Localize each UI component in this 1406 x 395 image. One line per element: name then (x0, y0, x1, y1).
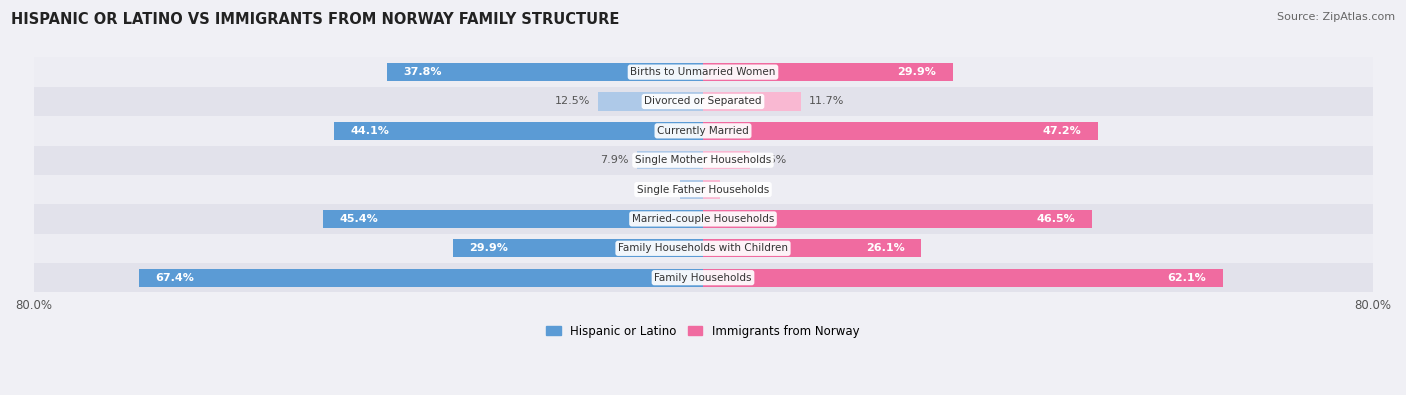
Text: 11.7%: 11.7% (810, 96, 845, 107)
Bar (34, 204, 1372, 233)
Text: 29.9%: 29.9% (897, 67, 936, 77)
Bar (637, 151, 703, 169)
Bar (139, 269, 703, 287)
Text: 12.5%: 12.5% (554, 96, 591, 107)
Text: 45.4%: 45.4% (340, 214, 378, 224)
Text: 62.1%: 62.1% (1167, 273, 1206, 283)
Text: 2.8%: 2.8% (643, 184, 671, 195)
Text: 26.1%: 26.1% (866, 243, 904, 253)
Bar (679, 181, 703, 199)
Text: Single Father Households: Single Father Households (637, 184, 769, 195)
Bar (335, 122, 703, 140)
Bar (34, 233, 1372, 263)
Text: Currently Married: Currently Married (657, 126, 749, 136)
Text: Family Households with Children: Family Households with Children (619, 243, 787, 253)
Bar (703, 210, 1092, 228)
Text: 5.6%: 5.6% (758, 155, 786, 165)
Text: 44.1%: 44.1% (350, 126, 389, 136)
Bar (34, 116, 1372, 145)
Text: 46.5%: 46.5% (1036, 214, 1076, 224)
Bar (703, 239, 921, 258)
Text: 47.2%: 47.2% (1042, 126, 1081, 136)
Bar (703, 63, 953, 81)
Text: 2.0%: 2.0% (728, 184, 756, 195)
Bar (34, 263, 1372, 292)
Bar (703, 151, 749, 169)
Text: Single Mother Households: Single Mother Households (636, 155, 770, 165)
Bar (34, 57, 1372, 87)
Bar (34, 145, 1372, 175)
Bar (599, 92, 703, 111)
Text: Divorced or Separated: Divorced or Separated (644, 96, 762, 107)
Bar (34, 87, 1372, 116)
Bar (703, 269, 1223, 287)
Text: 7.9%: 7.9% (600, 155, 628, 165)
Bar (387, 63, 703, 81)
Bar (703, 181, 720, 199)
Text: 29.9%: 29.9% (470, 243, 509, 253)
Text: 37.8%: 37.8% (404, 67, 441, 77)
Bar (323, 210, 703, 228)
Text: Married-couple Households: Married-couple Households (631, 214, 775, 224)
Text: Births to Unmarried Women: Births to Unmarried Women (630, 67, 776, 77)
Text: Source: ZipAtlas.com: Source: ZipAtlas.com (1277, 12, 1395, 22)
Bar (453, 239, 703, 258)
Text: Family Households: Family Households (654, 273, 752, 283)
Text: HISPANIC OR LATINO VS IMMIGRANTS FROM NORWAY FAMILY STRUCTURE: HISPANIC OR LATINO VS IMMIGRANTS FROM NO… (11, 12, 620, 27)
Legend: Hispanic or Latino, Immigrants from Norway: Hispanic or Latino, Immigrants from Norw… (541, 320, 865, 342)
Bar (34, 175, 1372, 204)
Bar (703, 122, 1098, 140)
Bar (703, 92, 801, 111)
Text: 67.4%: 67.4% (156, 273, 194, 283)
